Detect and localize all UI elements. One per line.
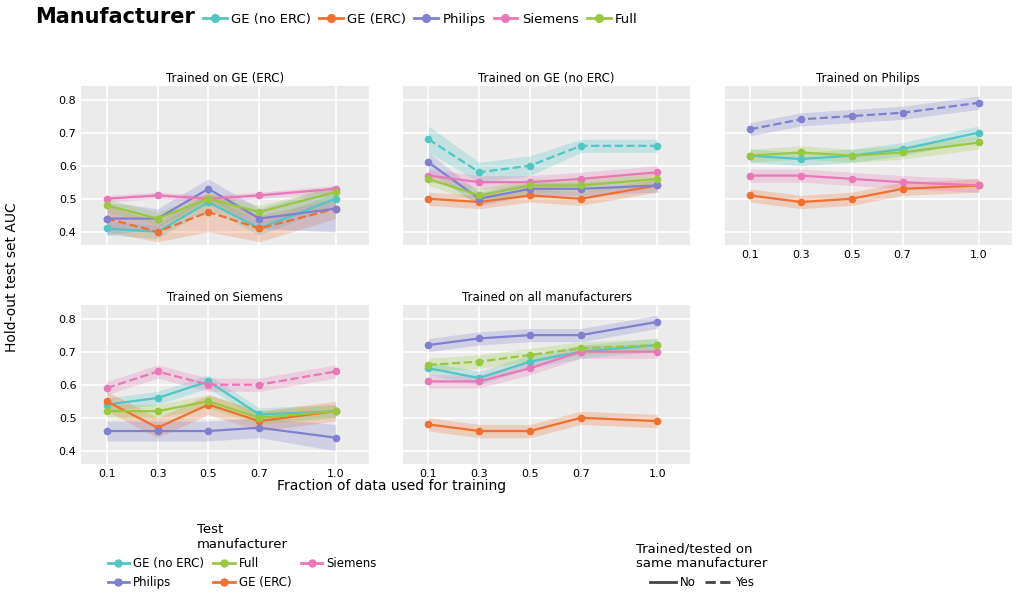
Title: Trained on Siemens: Trained on Siemens (167, 291, 283, 304)
Title: Trained on Philips: Trained on Philips (817, 72, 920, 85)
Title: Trained on GE (no ERC): Trained on GE (no ERC) (478, 72, 615, 85)
Legend: GE (no ERC), Philips, Full, GE (ERC), Siemens: GE (no ERC), Philips, Full, GE (ERC), Si… (108, 523, 376, 589)
Legend: No, Yes: No, Yes (637, 542, 768, 589)
Title: Trained on GE (ERC): Trained on GE (ERC) (166, 72, 284, 85)
Text: Hold-out test set AUC: Hold-out test set AUC (5, 202, 19, 352)
Text: Fraction of data used for training: Fraction of data used for training (277, 479, 506, 493)
Title: Trained on all manufacturers: Trained on all manufacturers (462, 291, 632, 304)
Legend: Manufacturer, GE (no ERC), GE (ERC), Philips, Siemens, Full: Manufacturer, GE (no ERC), GE (ERC), Phi… (6, 7, 638, 27)
